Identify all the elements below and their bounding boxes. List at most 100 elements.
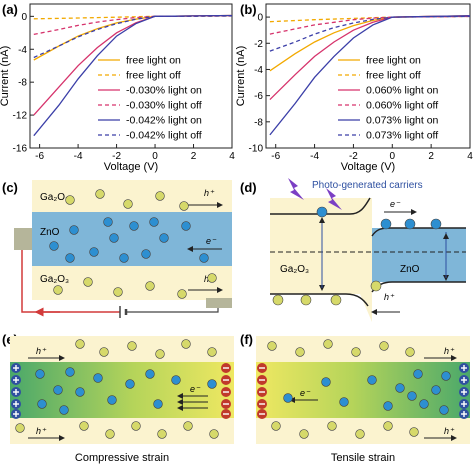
f-hole-dot-0 bbox=[267, 341, 277, 351]
c-hole-dot-4 bbox=[179, 201, 189, 211]
ga2o3-band-region bbox=[270, 198, 372, 322]
f-hole-dot-8 bbox=[327, 421, 337, 431]
e-hole-dot-1 bbox=[99, 347, 109, 357]
f-hole-label-bottom: h⁺ bbox=[444, 426, 455, 436]
y-tick-label: 0 bbox=[257, 13, 263, 24]
f-hole-dot-7 bbox=[299, 429, 309, 439]
x-tick-label: -4 bbox=[74, 151, 83, 162]
c-electron-dot-12 bbox=[199, 253, 209, 263]
e-strained-zno bbox=[10, 362, 234, 418]
c-electron-dot-1 bbox=[69, 225, 79, 235]
e-hole-dot-11 bbox=[183, 421, 193, 431]
c-electron-dot-11 bbox=[119, 253, 129, 263]
legend-label-1: free light off bbox=[126, 70, 181, 82]
c-ga2o3-bottom-label: Ga₂O₃ bbox=[40, 274, 69, 285]
c-carrier-dots bbox=[49, 189, 217, 299]
y-axis-label: Current (nA) bbox=[235, 46, 247, 107]
c-ga2o3-top-label: Ga₂O₃ bbox=[40, 192, 69, 203]
e-electron-dot-3 bbox=[65, 367, 75, 377]
e-hole-label-top: h⁺ bbox=[36, 346, 47, 356]
c-hole-dot-9 bbox=[177, 289, 187, 299]
zno-band-region bbox=[372, 228, 466, 282]
c-electron-dot-9 bbox=[103, 217, 113, 227]
e-hole-dot-12 bbox=[209, 429, 219, 439]
legend-label-2: -0.030% light on bbox=[126, 85, 202, 97]
legend-label-3: -0.030% light off bbox=[126, 100, 202, 112]
panel-f: (f) h⁺ e⁻ h⁺ Tensile strain bbox=[240, 332, 470, 464]
e-hole-dot-3 bbox=[155, 349, 165, 359]
f-hole-dot-10 bbox=[383, 421, 393, 431]
ga2o3-valence-band bbox=[270, 293, 369, 307]
e-carrier-dots bbox=[15, 339, 219, 439]
d-hole-dot-1 bbox=[272, 294, 284, 306]
d-ga2o3-label: Ga₂O₃ bbox=[280, 264, 309, 275]
d-hole-label: h⁺ bbox=[384, 292, 395, 302]
f-electron-dot-10 bbox=[439, 405, 449, 415]
panel-a: (a) -6 -4 -2 0 2 4 0 -4 -8 -12 -16 Voltage (V) Curre… bbox=[0, 2, 235, 173]
left-electrode bbox=[14, 228, 32, 250]
y-tick-label: -8 bbox=[18, 78, 27, 89]
x-tick-label: 2 bbox=[191, 151, 197, 162]
zno-layer bbox=[32, 212, 232, 266]
zno-conduction-band bbox=[371, 227, 466, 237]
y-tick-label: -6 bbox=[254, 91, 263, 102]
panel-a-label: (a) bbox=[2, 2, 18, 17]
c-electron-dot-3 bbox=[109, 233, 119, 243]
panel-c-label: (c) bbox=[2, 180, 18, 195]
c-hole-dot-7 bbox=[113, 287, 123, 297]
e-hole-dot-0 bbox=[75, 339, 85, 349]
legend-label-5: -0.042% light off bbox=[126, 130, 202, 142]
f-hole-label-top: h⁺ bbox=[444, 346, 455, 356]
c-hole-dot-1 bbox=[95, 189, 105, 199]
f-electron-label: e⁻ bbox=[300, 388, 311, 398]
c-electron-label: e⁻ bbox=[206, 236, 217, 246]
f-hole-dot-11 bbox=[409, 427, 419, 437]
y-tick-label: -10 bbox=[249, 144, 264, 155]
d-hole-dot-3 bbox=[330, 294, 342, 306]
x-tick-label: 4 bbox=[229, 151, 235, 162]
f-hole-dot-2 bbox=[323, 339, 333, 349]
c-hole-label-top: h⁺ bbox=[204, 188, 215, 198]
series-line-5 bbox=[33, 15, 233, 59]
e-electron-dot-2 bbox=[37, 399, 47, 409]
e-hole-label-bottom: h⁺ bbox=[36, 426, 47, 436]
f-electron-dot-7 bbox=[419, 399, 429, 409]
e-electron-dot-10 bbox=[153, 399, 163, 409]
d-hole-dot-4 bbox=[370, 280, 382, 292]
x-tick-label: 0 bbox=[152, 151, 158, 162]
e-ga2o3-bottom bbox=[10, 418, 234, 444]
y-tick-label: -4 bbox=[18, 45, 27, 56]
x-tick-label: 2 bbox=[428, 151, 434, 162]
d-electron-label: e⁻ bbox=[390, 199, 401, 209]
ga2o3-bottom-layer bbox=[32, 266, 232, 300]
circuit-wire-red bbox=[21, 250, 120, 313]
c-hole-dot-3 bbox=[155, 191, 165, 201]
legend-label-0: free light on bbox=[366, 55, 421, 67]
c-zno-label: ZnO bbox=[40, 227, 60, 238]
c-hole-dot-8 bbox=[145, 281, 155, 291]
x-tick-label: -6 bbox=[271, 151, 280, 162]
panel-f-label: (f) bbox=[240, 332, 253, 347]
y-axis-label: Current (nA) bbox=[0, 46, 11, 107]
e-hole-dot-5 bbox=[207, 347, 217, 357]
panel-b: (b) -6 -4 -2 0 2 4 0 -2 -4 -6 -8 -10 Voltage (V) Curr… bbox=[235, 2, 473, 173]
f-electron-dot-11 bbox=[407, 391, 417, 401]
y-tick-label: 0 bbox=[21, 12, 27, 23]
photo-generated-carriers-title: Photo-generated carriers bbox=[312, 180, 423, 191]
e-electron-dot-4 bbox=[75, 387, 85, 397]
right-electrode bbox=[206, 298, 232, 308]
f-piezo-charges bbox=[257, 363, 469, 419]
legend-label-1: free light off bbox=[366, 70, 421, 82]
e-caption: Compressive strain bbox=[75, 452, 169, 464]
c-electron-dot-6 bbox=[159, 233, 169, 243]
e-piezo-charges bbox=[11, 363, 231, 419]
y-tick-label: -4 bbox=[254, 65, 263, 76]
e-electron-dot-6 bbox=[93, 373, 103, 383]
x-axis-label: Voltage (V) bbox=[104, 161, 158, 173]
d-electron-dot-1 bbox=[316, 206, 328, 218]
plot-frame bbox=[29, 3, 233, 149]
f-hole-dot-5 bbox=[405, 347, 415, 357]
f-electron-dot-5 bbox=[395, 383, 405, 393]
c-hole-dot-10 bbox=[207, 273, 217, 283]
f-hole-dot-3 bbox=[351, 347, 361, 357]
